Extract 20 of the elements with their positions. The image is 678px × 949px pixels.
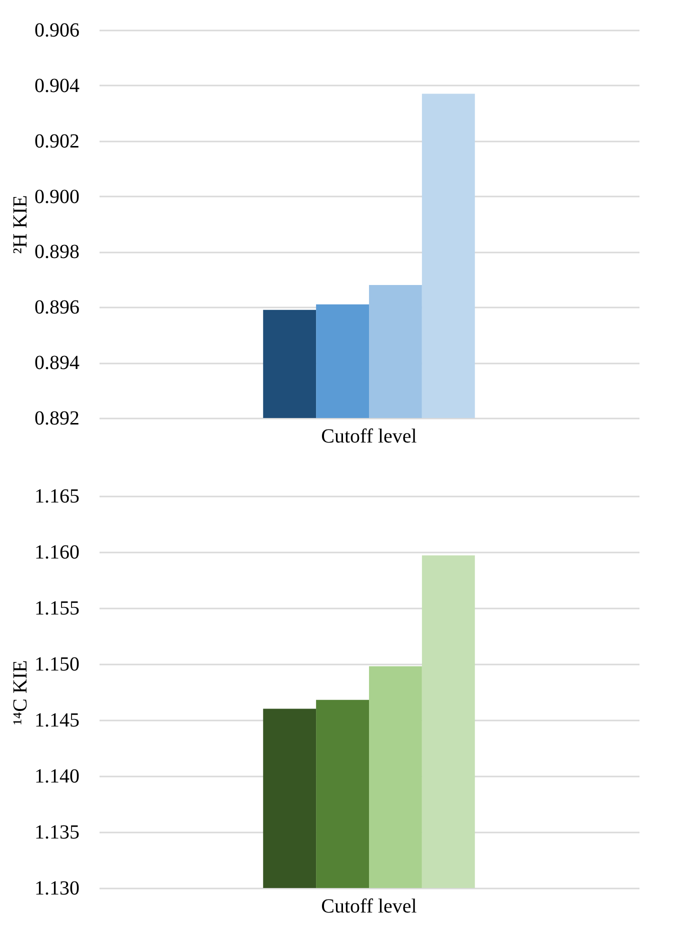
y-tick-label: 1.140 xyxy=(34,766,80,788)
x-tick-label: Cutoff level xyxy=(321,896,418,918)
y-tick-label: 0.892 xyxy=(34,408,80,430)
y-tick-label: 1.150 xyxy=(34,654,80,676)
y-tick-label: 1.160 xyxy=(34,542,80,564)
y-tick-label: 0.902 xyxy=(34,130,80,152)
y-tick-label: 1.155 xyxy=(34,598,80,620)
y-tick-label: 0.904 xyxy=(34,74,80,97)
y-tick-label: 0.898 xyxy=(34,241,80,264)
y-axis-title: ¹⁴C KIE xyxy=(10,660,32,725)
y-tick-label: 0.906 xyxy=(34,20,80,42)
y-tick-label: 0.900 xyxy=(34,186,80,208)
y-tick-label: 0.896 xyxy=(34,296,80,319)
y-tick-label: 1.145 xyxy=(34,710,80,732)
y-tick-label: 1.165 xyxy=(34,486,80,508)
y-tick-label: 1.130 xyxy=(34,878,80,900)
y-tick-label: 1.135 xyxy=(34,822,80,844)
x-tick-label: Cutoff level xyxy=(321,426,418,448)
y-axis-title: ²H KIE xyxy=(10,195,32,254)
y-tick-label: 0.894 xyxy=(34,352,80,374)
